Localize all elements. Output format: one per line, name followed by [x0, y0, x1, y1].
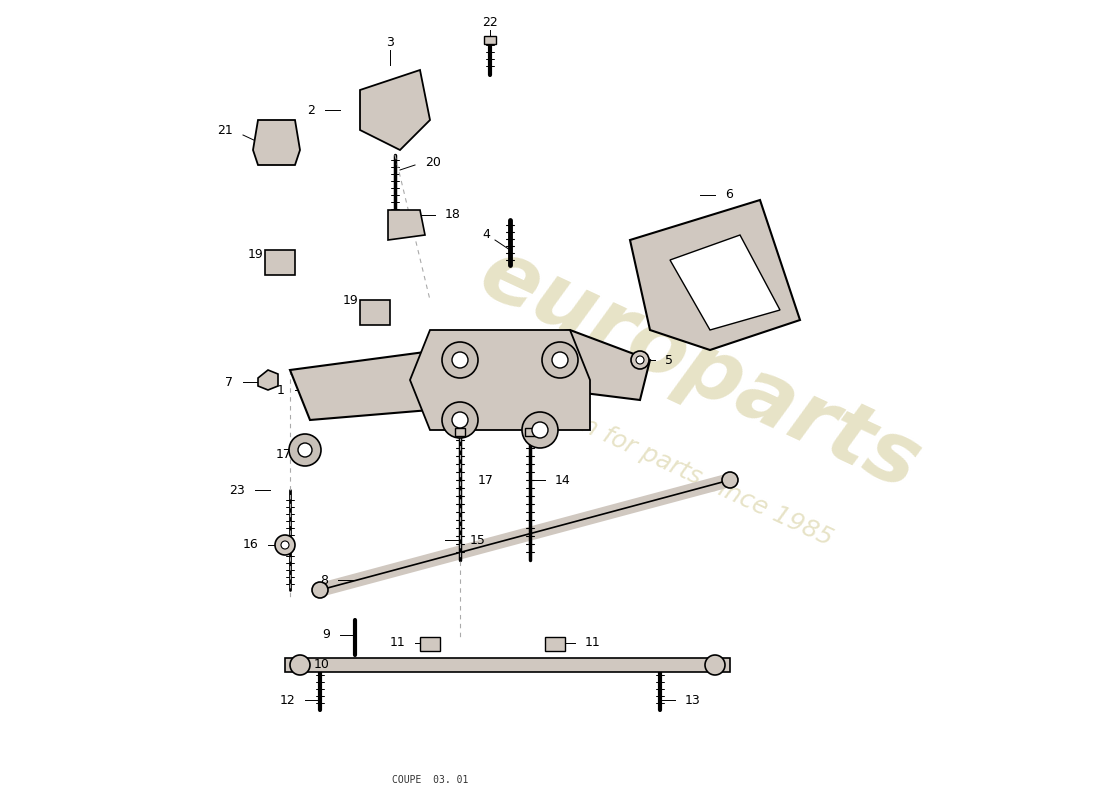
Circle shape: [631, 351, 649, 369]
Text: 22: 22: [482, 15, 498, 29]
Circle shape: [312, 582, 328, 598]
Bar: [455, 428, 465, 436]
Circle shape: [705, 655, 725, 675]
Text: 2: 2: [307, 103, 315, 117]
Text: europarts: europarts: [466, 232, 933, 508]
Text: 21: 21: [218, 123, 233, 137]
Text: 4: 4: [482, 229, 490, 242]
Polygon shape: [258, 370, 278, 390]
Text: 11: 11: [389, 637, 405, 650]
Polygon shape: [410, 330, 590, 430]
Circle shape: [298, 443, 312, 457]
Polygon shape: [630, 200, 800, 350]
Text: 6: 6: [725, 189, 733, 202]
Circle shape: [452, 412, 468, 428]
Text: 7: 7: [226, 375, 233, 389]
Text: 13: 13: [685, 694, 701, 706]
Circle shape: [542, 342, 578, 378]
Bar: [544, 637, 565, 651]
Text: a passion for parts since 1985: a passion for parts since 1985: [484, 370, 836, 550]
Circle shape: [636, 356, 644, 364]
Polygon shape: [253, 120, 300, 165]
Text: 1: 1: [277, 383, 285, 397]
Text: 16: 16: [242, 538, 258, 551]
Text: 19: 19: [248, 249, 263, 262]
Bar: [484, 36, 496, 44]
Circle shape: [442, 402, 478, 438]
Text: 12: 12: [279, 694, 295, 706]
Polygon shape: [360, 300, 390, 325]
Text: 18: 18: [446, 209, 461, 222]
Text: 17: 17: [475, 414, 491, 426]
Text: 5: 5: [666, 354, 673, 366]
Circle shape: [532, 422, 548, 438]
Circle shape: [722, 472, 738, 488]
Text: 8: 8: [320, 574, 328, 586]
Text: 10: 10: [315, 658, 330, 671]
Bar: [420, 637, 440, 651]
Circle shape: [522, 412, 558, 448]
Text: 20: 20: [425, 155, 441, 169]
Text: 15: 15: [470, 534, 486, 546]
Text: 9: 9: [322, 629, 330, 642]
Polygon shape: [285, 658, 730, 672]
Polygon shape: [360, 70, 430, 150]
Bar: [525, 428, 535, 436]
Circle shape: [289, 434, 321, 466]
Text: 19: 19: [342, 294, 358, 306]
Polygon shape: [670, 235, 780, 330]
Circle shape: [280, 541, 289, 549]
Text: 3: 3: [386, 35, 394, 49]
Circle shape: [290, 655, 310, 675]
Circle shape: [452, 352, 468, 368]
Text: 23: 23: [229, 483, 245, 497]
Circle shape: [275, 535, 295, 555]
Polygon shape: [388, 210, 425, 240]
Text: 17: 17: [276, 449, 292, 462]
Text: 11: 11: [585, 637, 601, 650]
Text: COUPE  03. 01: COUPE 03. 01: [392, 775, 469, 785]
Polygon shape: [290, 330, 650, 420]
Circle shape: [442, 342, 478, 378]
Text: 17: 17: [478, 474, 494, 486]
Polygon shape: [265, 250, 295, 275]
Text: 14: 14: [556, 474, 571, 486]
Circle shape: [552, 352, 568, 368]
